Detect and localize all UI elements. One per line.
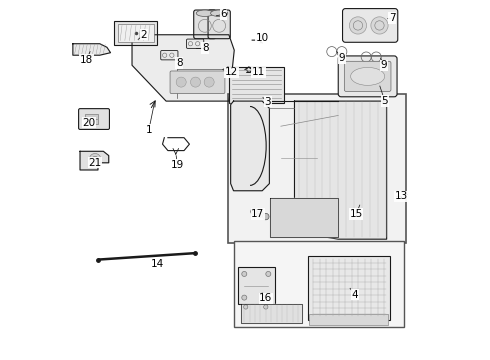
Text: 17: 17	[251, 209, 265, 219]
FancyBboxPatch shape	[338, 56, 397, 97]
Text: 8: 8	[176, 58, 183, 68]
Polygon shape	[231, 101, 270, 191]
Text: 19: 19	[171, 160, 184, 170]
FancyBboxPatch shape	[228, 94, 406, 243]
FancyBboxPatch shape	[78, 109, 109, 130]
Text: 18: 18	[80, 55, 93, 65]
FancyBboxPatch shape	[194, 10, 216, 39]
Text: 20: 20	[82, 118, 96, 128]
Text: 1: 1	[146, 125, 152, 135]
Text: 13: 13	[394, 191, 408, 201]
Text: 10: 10	[256, 33, 269, 43]
Text: 14: 14	[150, 259, 164, 269]
FancyBboxPatch shape	[343, 9, 398, 42]
FancyBboxPatch shape	[208, 10, 230, 39]
Circle shape	[89, 153, 101, 165]
Circle shape	[371, 17, 388, 34]
Ellipse shape	[211, 10, 228, 17]
Text: 16: 16	[259, 293, 272, 303]
Text: 7: 7	[389, 13, 395, 23]
Circle shape	[263, 213, 269, 220]
FancyBboxPatch shape	[344, 61, 391, 91]
Ellipse shape	[196, 10, 214, 17]
Text: 21: 21	[89, 158, 102, 168]
Text: 4: 4	[351, 290, 358, 300]
Circle shape	[257, 211, 263, 217]
Text: 2: 2	[141, 30, 147, 40]
Circle shape	[242, 271, 247, 276]
Circle shape	[244, 305, 248, 309]
Text: 9: 9	[381, 60, 388, 70]
Circle shape	[204, 77, 214, 87]
Circle shape	[266, 295, 271, 300]
FancyBboxPatch shape	[187, 39, 204, 48]
FancyBboxPatch shape	[238, 267, 275, 304]
Ellipse shape	[351, 67, 385, 85]
FancyBboxPatch shape	[115, 21, 157, 45]
FancyBboxPatch shape	[228, 67, 285, 103]
FancyBboxPatch shape	[118, 24, 153, 42]
Text: 9: 9	[339, 53, 345, 63]
Text: 5: 5	[382, 96, 388, 106]
Text: 11: 11	[252, 67, 265, 77]
Polygon shape	[242, 304, 302, 323]
Text: 3: 3	[265, 97, 271, 107]
FancyBboxPatch shape	[308, 256, 390, 320]
Polygon shape	[294, 101, 387, 239]
FancyBboxPatch shape	[234, 241, 404, 327]
Text: 15: 15	[349, 209, 363, 219]
Circle shape	[264, 305, 268, 309]
Text: 12: 12	[225, 67, 238, 77]
Polygon shape	[132, 35, 234, 101]
Circle shape	[349, 17, 367, 34]
FancyBboxPatch shape	[161, 50, 178, 60]
Text: 8: 8	[202, 43, 209, 53]
FancyBboxPatch shape	[170, 71, 225, 94]
FancyBboxPatch shape	[309, 315, 389, 325]
Polygon shape	[270, 198, 338, 237]
FancyBboxPatch shape	[85, 114, 98, 125]
Circle shape	[242, 295, 247, 300]
Circle shape	[191, 77, 200, 87]
Circle shape	[251, 208, 257, 215]
Text: 6: 6	[220, 9, 227, 19]
Polygon shape	[73, 44, 111, 55]
Circle shape	[266, 271, 271, 276]
Circle shape	[176, 77, 186, 87]
Polygon shape	[80, 151, 109, 170]
